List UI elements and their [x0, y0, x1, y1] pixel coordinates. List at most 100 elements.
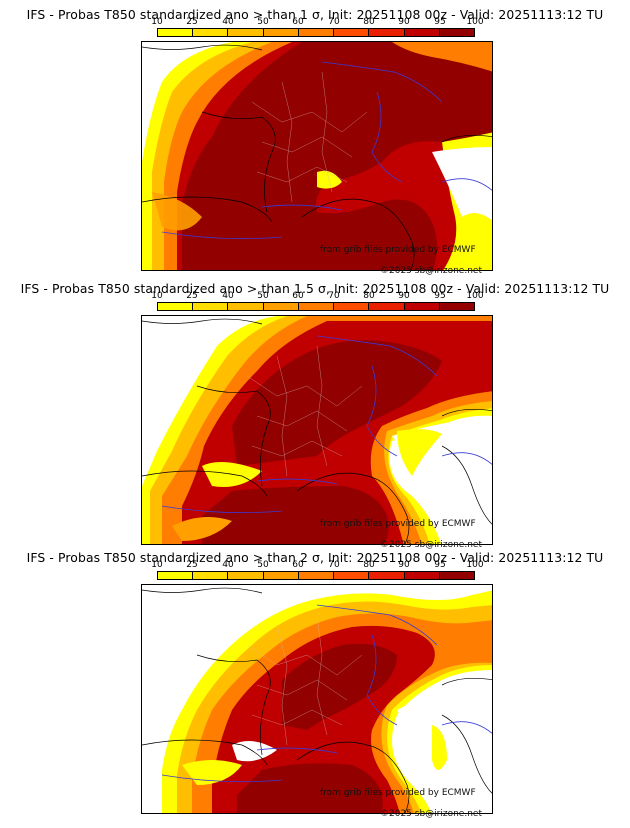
colorbar-tick: 60: [292, 17, 304, 27]
coastline: [441, 409, 492, 417]
source-credit: from grib files provided by ECMWF: [320, 245, 476, 255]
copyright-credit: ©2025 sb@irizone.net: [380, 540, 482, 550]
source-credit: from grib files provided by ECMWF: [320, 519, 476, 529]
colorbar-tick: 10: [151, 17, 163, 27]
country-border: [441, 721, 492, 734]
coastline: [441, 135, 492, 143]
colorbar-segment: [193, 303, 229, 310]
colorbar-segment: [158, 303, 194, 310]
region-border: [321, 71, 333, 193]
colorbar-ticks: 10 25 40 50 60 70 80 90 95 100: [146, 17, 496, 28]
colorbar-tick: 95: [434, 17, 446, 27]
region-border: [251, 709, 343, 726]
prob-band-25: [397, 429, 442, 476]
colorbar-tick: 90: [398, 17, 410, 27]
colorbar-tick: 50: [257, 291, 269, 301]
colorbar-segment: [298, 572, 335, 579]
prob-band-25: [152, 192, 202, 231]
colorbar-segment: [439, 303, 474, 310]
country-border: [261, 204, 343, 211]
colorbar-tick: 80: [363, 291, 375, 301]
country-border: [441, 178, 492, 191]
colorbar-segment: [263, 572, 299, 579]
country-border: [316, 604, 438, 646]
colorbar-segment: [404, 303, 440, 310]
colorbar-tick: 70: [328, 17, 340, 27]
country-border: [161, 505, 283, 514]
colorbar-segment: [298, 303, 335, 310]
colorbar-ticks: 10 25 40 50 60 70 80 90 95 100: [146, 560, 496, 571]
colorbar-tick: 40: [222, 291, 234, 301]
coastline: [296, 741, 410, 813]
coastline: [142, 470, 268, 497]
colorbar-segment: [369, 303, 405, 310]
colorbar-tick: 80: [363, 17, 375, 27]
colorbar-segment: [404, 29, 440, 36]
panel-title: IFS - Probas T850 standardized ano > tha…: [26, 550, 604, 565]
prob-band-25: [232, 741, 277, 762]
prob-band-95: [282, 643, 397, 730]
country-border: [371, 91, 403, 183]
coastline: [142, 318, 263, 325]
colorbar-tick: 95: [434, 560, 446, 570]
colorbar-segment: [334, 29, 370, 36]
colorbar-ticks: 10 25 40 50 60 70 80 90 95 100: [146, 291, 496, 302]
country-border: [366, 365, 398, 457]
coastline: [196, 385, 271, 487]
colorbar-tick: 50: [257, 560, 269, 570]
colorbar-tick: 70: [328, 560, 340, 570]
region-border: [256, 679, 348, 701]
coastline: [296, 472, 410, 544]
colorbar-segment: [263, 303, 299, 310]
prob-band-60: [392, 42, 492, 72]
prob-band-95: [182, 42, 492, 270]
prob-band-10: [317, 170, 342, 189]
colorbar-segment: [193, 572, 229, 579]
colorbar-tick: 90: [398, 560, 410, 570]
source-credit: from grib files provided by ECMWF: [320, 788, 476, 798]
colorbar-segment: [228, 303, 264, 310]
probability-map: [141, 315, 493, 545]
region-border: [246, 644, 363, 676]
coastline: [142, 587, 263, 594]
colorbar-tick: 10: [151, 291, 163, 301]
colorbar-tick: 100: [466, 560, 484, 570]
coastline: [142, 196, 273, 223]
prob-band-25: [172, 517, 232, 541]
region-border: [316, 614, 328, 736]
colorbar-tick: 40: [222, 560, 234, 570]
probability-map: [141, 584, 493, 814]
colorbar: [157, 571, 475, 580]
colorbar-tick: 10: [151, 560, 163, 570]
colorbar-tick: 60: [292, 291, 304, 301]
prob-band-10: [432, 725, 447, 770]
panel-title: IFS - Probas T850 standardized ano > tha…: [20, 281, 610, 296]
colorbar-tick: 100: [466, 17, 484, 27]
coastline: [142, 739, 268, 766]
colorbar-segment: [193, 29, 229, 36]
probability-map: [141, 41, 493, 271]
colorbar-segment: [334, 303, 370, 310]
colorbar-tick: 60: [292, 560, 304, 570]
region-border: [276, 355, 288, 477]
region-border: [261, 136, 353, 158]
coastline: [441, 678, 492, 686]
prob-band-95: [237, 763, 383, 813]
colorbar-segment: [369, 29, 405, 36]
copyright-credit: ©2025 sb@irizone.net: [380, 809, 482, 819]
country-border: [316, 335, 438, 377]
colorbar-segment: [439, 29, 474, 36]
colorbar: [157, 28, 475, 37]
country-border: [161, 774, 283, 783]
colorbar-segment: [228, 29, 264, 36]
country-border: [321, 61, 443, 103]
map-panel-1: IFS - Probas T850 standardized ano > tha…: [0, 0, 630, 276]
country-border: [256, 478, 338, 485]
colorbar-tick: 25: [186, 17, 198, 27]
prob-band-95: [232, 340, 442, 466]
region-border: [251, 440, 343, 457]
region-border: [246, 375, 363, 407]
colorbar-tick: 100: [466, 291, 484, 301]
colorbar-tick: 40: [222, 17, 234, 27]
colorbar-segment: [298, 29, 335, 36]
